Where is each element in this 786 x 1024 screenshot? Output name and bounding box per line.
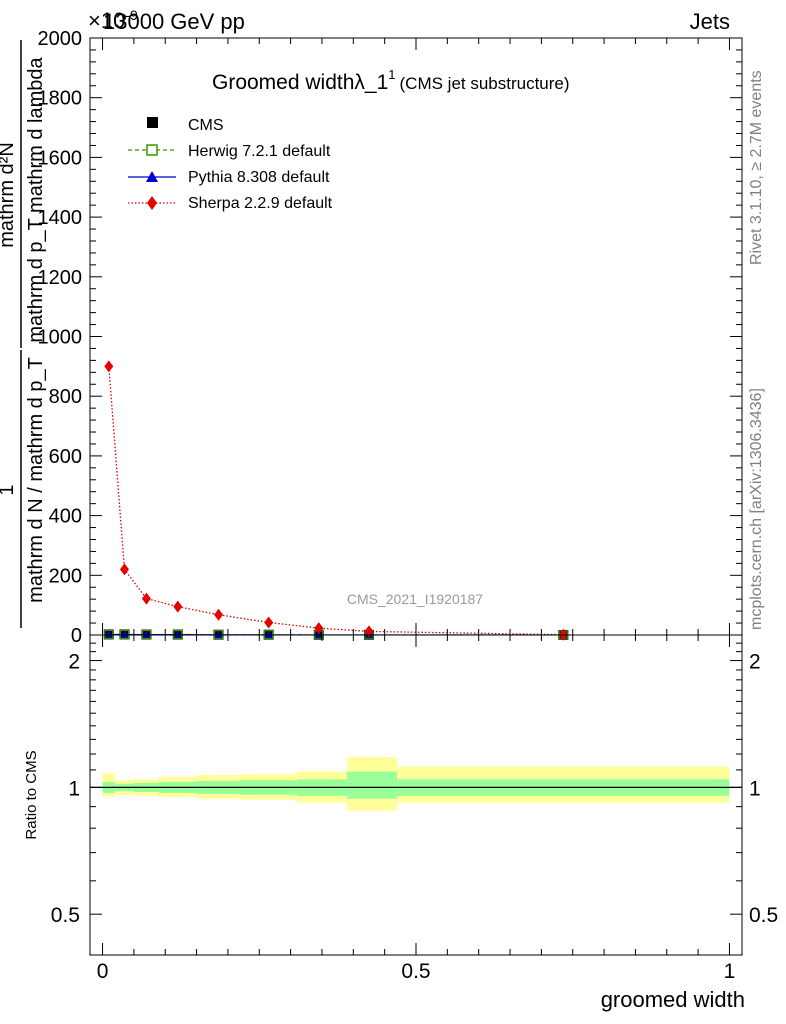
pythia-point (142, 630, 151, 638)
main-y-tick-label: 0 (71, 625, 82, 647)
exponent-label: ×10-9 (88, 7, 138, 33)
ratio-y-tick-labels: 0.5 0.5 1 1 2 2 (51, 651, 778, 928)
site-label: mcplots.cern.ch [arXiv:1306.3436] (748, 388, 765, 630)
main-y-tick-label: 600 (49, 446, 82, 468)
legend-sherpa-label: Sherpa 2.2.9 default (188, 195, 333, 212)
ratio-y-tick-label-left: 1 (68, 777, 80, 800)
ratio-y-tick-label-right: 2 (749, 651, 761, 674)
sherpa-point (119, 563, 129, 576)
pythia-point (214, 630, 223, 638)
sherpa-point (264, 616, 274, 629)
ylabel-denominator: mathrm d p_T mathrm d lambda (25, 56, 47, 342)
main-y-tick-label: 2000 (38, 28, 83, 50)
process-label: Jets (690, 9, 730, 34)
main-panel: 0 200 400 600 800 1000 1200 1400 1600 1800 2000 Gr… (38, 28, 743, 647)
legend-cms-label: CMS (188, 117, 224, 134)
sherpa-point (104, 360, 114, 373)
legend-sherpa-marker (147, 196, 157, 210)
ratio-y-tick-label-left: 0.5 (51, 904, 80, 927)
pythia-point (314, 630, 323, 638)
ratio-bands (102, 757, 730, 811)
ylabel-prefix-numerator: 1 (0, 484, 18, 495)
sherpa-line (108, 366, 564, 636)
ylabel-prefix-denominator: mathrm d N / mathrm d p_T (25, 357, 47, 603)
main-y-tick-labels: 0 200 400 600 800 1000 1200 1400 1600 1800 2000 (38, 28, 83, 647)
main-y-tick-label: 1000 (38, 327, 83, 349)
main-y-axis-label: 1 mathrm d N / mathrm d p_T mathrm d²N m… (0, 40, 47, 628)
sherpa-point (214, 608, 224, 621)
legend-pythia-marker (146, 171, 158, 182)
legend-cms-marker (147, 117, 158, 128)
pythia-point (173, 630, 182, 638)
main-y-tick-label: 1400 (38, 207, 83, 229)
main-y-tick-label: 200 (49, 565, 82, 587)
main-y-tick-label: 1200 (38, 267, 83, 289)
pythia-point (120, 630, 129, 638)
x-tick-labels: 0 0.5 1 (97, 960, 736, 983)
ratio-panel: 0.5 0.51 12 2 0 0.5 1 Ratio to CMS groomed wi… (23, 634, 778, 1012)
ratio-inner-band (347, 771, 398, 799)
sherpa-point (141, 592, 151, 605)
legend: CMS Herwig 7.2.1 default Pythia 8.308 de… (128, 117, 333, 212)
ratio-axis-ticks (90, 635, 742, 955)
pythia-point (104, 630, 113, 638)
legend-herwig-marker (146, 144, 158, 156)
x-tick-label: 0.5 (401, 960, 430, 983)
sherpa-point (173, 600, 183, 613)
ratio-y-tick-label-right: 0.5 (749, 904, 778, 927)
energy-label: 13000 GeV pp (103, 9, 245, 34)
main-y-tick-label: 400 (49, 506, 82, 528)
ylabel-numerator: mathrm d²N (0, 142, 18, 248)
ratio-y-tick-label-right: 1 (749, 777, 761, 800)
pythia-point (264, 630, 273, 638)
chart-title: Groomed widthλ_11 (CMS jet substructure) (212, 67, 570, 94)
main-y-tick-label: 1600 (38, 147, 83, 169)
ratio-y-axis-label: Ratio to CMS (23, 750, 40, 839)
sherpa-point (364, 625, 374, 638)
rivet-label: Rivet 3.1.10, ≥ 2.7M events (748, 70, 765, 265)
ratio-y-tick-label-left: 2 (68, 651, 80, 674)
x-axis-label: groomed width (601, 987, 745, 1012)
main-y-tick-label: 800 (49, 386, 82, 408)
legend-pythia-label: Pythia 8.308 default (188, 169, 330, 186)
x-tick-label: 0 (97, 960, 109, 983)
main-series (103, 360, 569, 641)
sherpa-point (314, 622, 324, 635)
x-tick-label: 1 (724, 960, 736, 983)
main-y-tick-label: 1800 (38, 88, 83, 110)
analysis-id-label: CMS_2021_I1920187 (347, 591, 483, 607)
legend-herwig-label: Herwig 7.2.1 default (188, 143, 331, 160)
